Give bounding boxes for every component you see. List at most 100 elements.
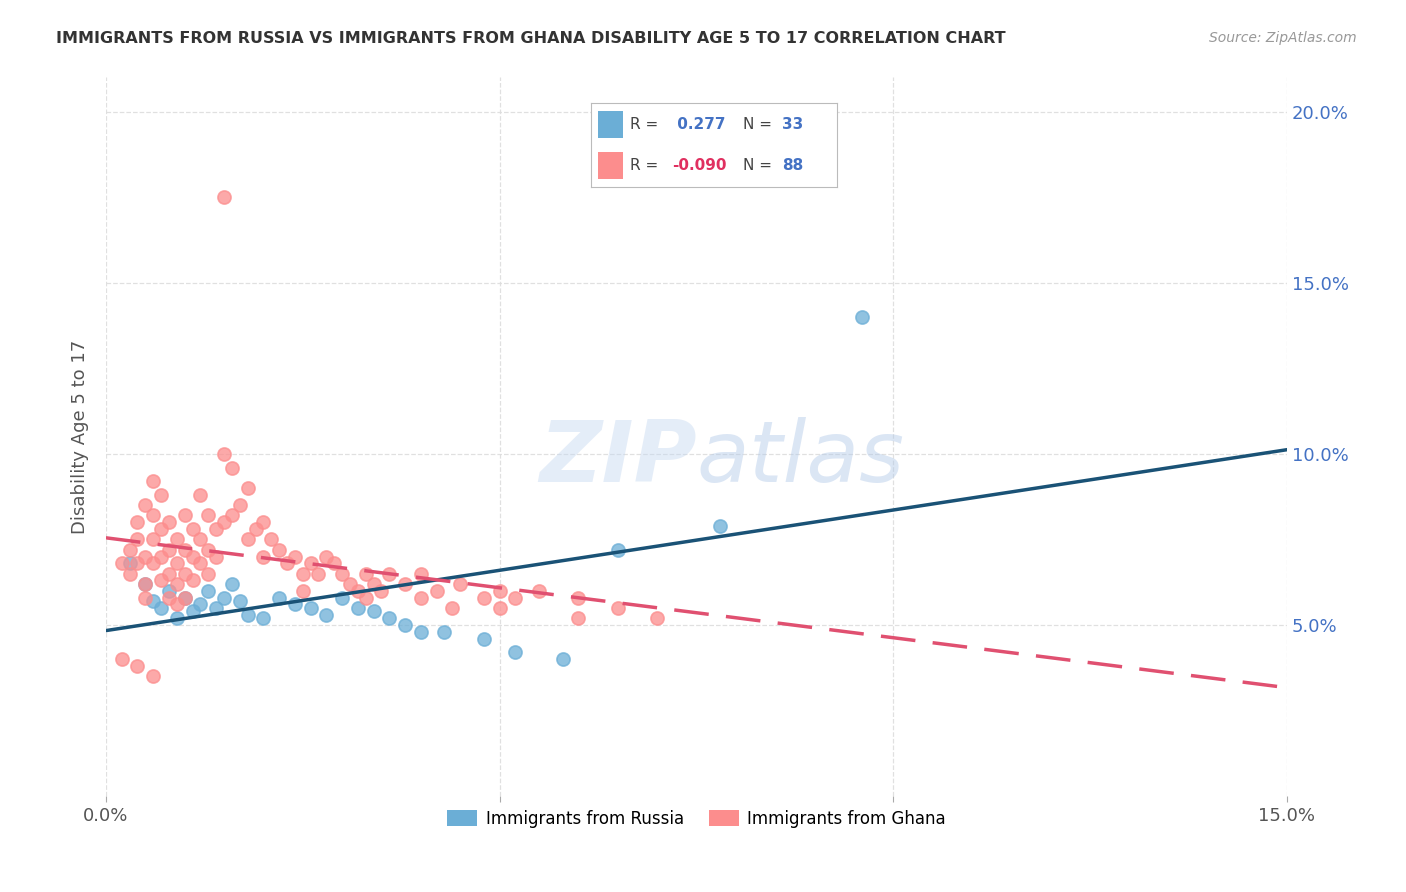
Point bbox=[330, 591, 353, 605]
Text: -0.090: -0.090 bbox=[672, 158, 727, 173]
Point bbox=[150, 600, 173, 615]
Point bbox=[276, 557, 298, 571]
Point bbox=[157, 583, 180, 598]
Point bbox=[291, 566, 314, 581]
Point bbox=[173, 508, 195, 523]
Point bbox=[245, 522, 267, 536]
Point bbox=[505, 645, 527, 659]
Point bbox=[134, 577, 156, 591]
Point bbox=[370, 583, 392, 598]
Point bbox=[181, 604, 204, 618]
Point bbox=[134, 591, 156, 605]
Point bbox=[505, 591, 527, 605]
Point bbox=[449, 577, 471, 591]
Point bbox=[150, 522, 173, 536]
Point bbox=[118, 557, 141, 571]
Point bbox=[150, 574, 173, 588]
Point bbox=[409, 591, 432, 605]
Point bbox=[606, 542, 628, 557]
Point bbox=[142, 475, 165, 489]
Point bbox=[221, 460, 243, 475]
Point bbox=[197, 583, 219, 598]
Point bbox=[236, 533, 259, 547]
Point bbox=[166, 577, 188, 591]
Point bbox=[157, 566, 180, 581]
Point bbox=[157, 516, 180, 530]
Point bbox=[212, 516, 235, 530]
Point bbox=[181, 574, 204, 588]
Text: atlas: atlas bbox=[696, 417, 904, 500]
Text: R =: R = bbox=[630, 158, 658, 173]
Point bbox=[142, 669, 165, 683]
Point bbox=[488, 583, 510, 598]
Point bbox=[205, 549, 228, 564]
Point bbox=[645, 611, 668, 625]
Point bbox=[315, 607, 337, 622]
Point bbox=[567, 591, 589, 605]
Point bbox=[197, 542, 219, 557]
Point bbox=[409, 624, 432, 639]
Point bbox=[354, 591, 377, 605]
Point bbox=[134, 577, 156, 591]
Point bbox=[166, 533, 188, 547]
Point bbox=[157, 542, 180, 557]
Text: R =: R = bbox=[630, 117, 658, 132]
Point bbox=[851, 310, 873, 324]
Point bbox=[378, 611, 401, 625]
Text: 88: 88 bbox=[782, 158, 804, 173]
Point bbox=[205, 522, 228, 536]
Point bbox=[291, 583, 314, 598]
Point bbox=[363, 604, 385, 618]
Point bbox=[190, 533, 212, 547]
Point bbox=[127, 659, 149, 673]
Point bbox=[433, 624, 456, 639]
Point bbox=[252, 549, 274, 564]
Point bbox=[299, 600, 322, 615]
Point bbox=[134, 498, 156, 512]
Point bbox=[315, 549, 337, 564]
Point bbox=[269, 591, 291, 605]
Point bbox=[252, 516, 274, 530]
Point bbox=[150, 488, 173, 502]
Text: 33: 33 bbox=[782, 117, 804, 132]
Point bbox=[472, 591, 495, 605]
Point bbox=[409, 566, 432, 581]
Point bbox=[212, 591, 235, 605]
Text: N =: N = bbox=[742, 158, 772, 173]
Point bbox=[426, 583, 449, 598]
Point bbox=[197, 566, 219, 581]
Point bbox=[173, 591, 195, 605]
Point bbox=[127, 516, 149, 530]
Text: 0.277: 0.277 bbox=[672, 117, 725, 132]
Point bbox=[347, 583, 370, 598]
Point bbox=[488, 600, 510, 615]
Point bbox=[197, 508, 219, 523]
Bar bbox=[598, 111, 623, 138]
Point bbox=[173, 566, 195, 581]
Point bbox=[709, 518, 731, 533]
Bar bbox=[598, 152, 623, 178]
Point bbox=[551, 652, 574, 666]
Point bbox=[339, 577, 361, 591]
Point bbox=[190, 557, 212, 571]
Point bbox=[567, 611, 589, 625]
Point bbox=[127, 533, 149, 547]
Point bbox=[166, 598, 188, 612]
Point bbox=[173, 591, 195, 605]
Point bbox=[441, 600, 464, 615]
Point bbox=[221, 577, 243, 591]
Point bbox=[127, 557, 149, 571]
Text: Source: ZipAtlas.com: Source: ZipAtlas.com bbox=[1209, 31, 1357, 45]
Point bbox=[472, 632, 495, 646]
Point bbox=[173, 542, 195, 557]
Point bbox=[118, 542, 141, 557]
Point bbox=[330, 566, 353, 581]
Y-axis label: Disability Age 5 to 17: Disability Age 5 to 17 bbox=[72, 340, 89, 534]
Point bbox=[190, 598, 212, 612]
Point bbox=[229, 498, 252, 512]
Point bbox=[347, 600, 370, 615]
Point bbox=[118, 566, 141, 581]
Point bbox=[142, 594, 165, 608]
Point bbox=[236, 607, 259, 622]
Point bbox=[111, 652, 134, 666]
